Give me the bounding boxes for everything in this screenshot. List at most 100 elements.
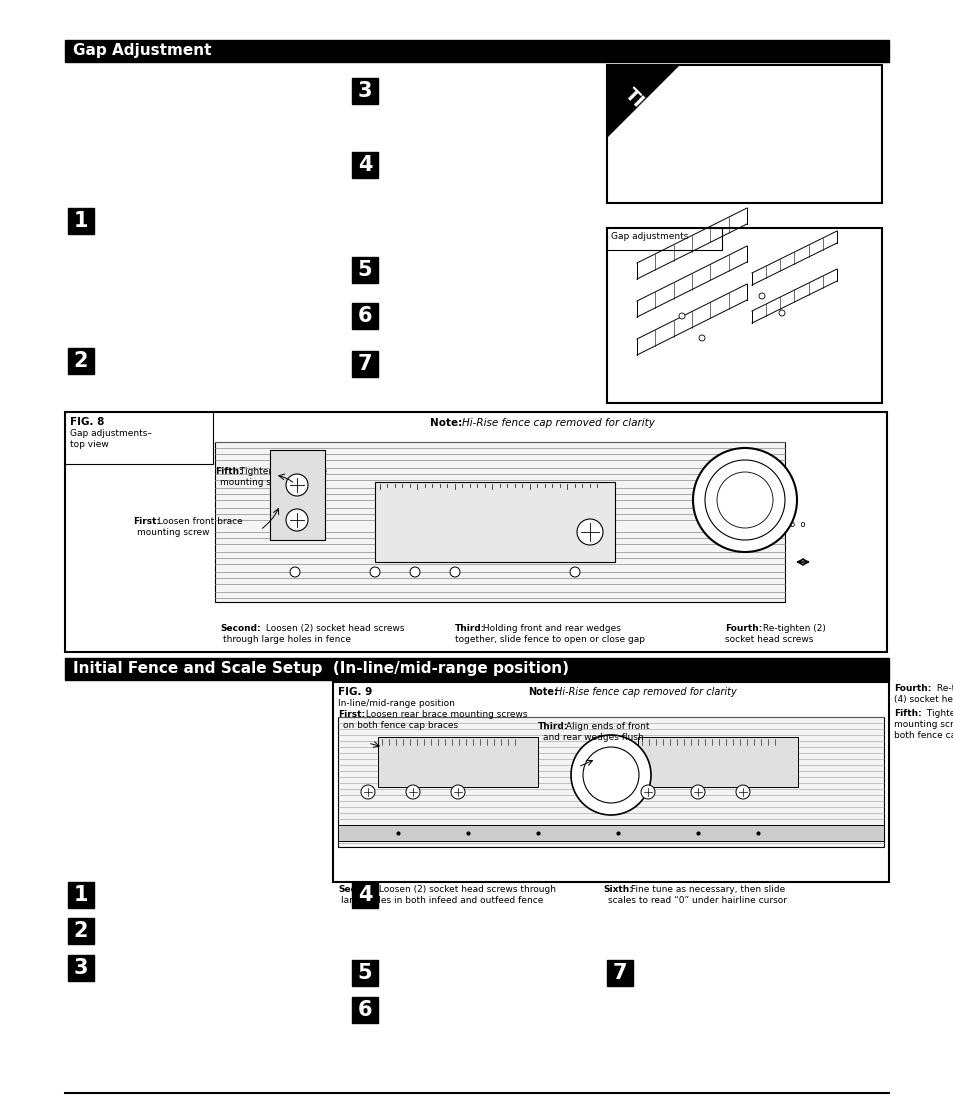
Text: mounting screws on: mounting screws on xyxy=(893,720,953,729)
Circle shape xyxy=(759,293,764,299)
Text: Sixth:: Sixth: xyxy=(602,885,632,894)
Text: Hi-Rise fence cap removed for clarity: Hi-Rise fence cap removed for clarity xyxy=(461,418,654,428)
Text: 2: 2 xyxy=(73,351,89,371)
Text: 4: 4 xyxy=(357,885,372,905)
Bar xyxy=(606,228,882,403)
Circle shape xyxy=(704,460,784,539)
Text: Tighten front brace: Tighten front brace xyxy=(236,467,327,476)
Bar xyxy=(68,208,94,234)
Text: (4) socket head screws: (4) socket head screws xyxy=(893,695,953,704)
Bar xyxy=(352,997,377,1023)
Bar xyxy=(214,442,784,602)
Bar xyxy=(352,258,377,283)
Circle shape xyxy=(582,747,639,803)
Bar xyxy=(352,960,377,986)
Text: Note:: Note: xyxy=(527,687,558,697)
Text: 3: 3 xyxy=(73,958,89,978)
Text: 2: 2 xyxy=(73,921,89,941)
Text: First:: First: xyxy=(132,517,160,526)
Text: Note:: Note: xyxy=(430,418,462,428)
Bar xyxy=(352,78,377,104)
Circle shape xyxy=(410,567,419,577)
Text: Holding front and rear wedges: Holding front and rear wedges xyxy=(479,624,620,633)
Circle shape xyxy=(571,735,650,815)
Text: First:: First: xyxy=(337,710,365,719)
Bar xyxy=(333,682,888,882)
Text: Loosen rear brace mounting screws: Loosen rear brace mounting screws xyxy=(363,710,527,719)
Circle shape xyxy=(692,448,796,552)
Bar xyxy=(606,960,633,986)
Bar xyxy=(606,65,882,203)
Bar xyxy=(375,482,615,562)
Bar xyxy=(638,737,797,787)
Bar xyxy=(270,450,325,539)
Text: Third:: Third: xyxy=(455,624,485,633)
Text: 1: 1 xyxy=(73,211,89,231)
Text: socket head screws: socket head screws xyxy=(724,635,813,644)
Bar xyxy=(606,228,721,250)
Bar xyxy=(352,303,377,329)
Text: Fine tune as necessary, then slide: Fine tune as necessary, then slide xyxy=(627,885,784,894)
Bar xyxy=(352,882,377,908)
Text: 7: 7 xyxy=(357,354,372,374)
Text: large holes in both infeed and outfeed fence: large holes in both infeed and outfeed f… xyxy=(340,896,543,905)
Text: through large holes in fence: through large holes in fence xyxy=(223,635,351,644)
Bar xyxy=(68,955,94,981)
Circle shape xyxy=(569,567,579,577)
Text: Loosen (2) socket head screws: Loosen (2) socket head screws xyxy=(263,624,404,633)
Bar xyxy=(337,717,883,847)
Text: TIP: TIP xyxy=(620,85,656,121)
Bar xyxy=(65,40,888,62)
Text: Re-tighten all: Re-tighten all xyxy=(933,684,953,693)
Text: 6: 6 xyxy=(357,1000,372,1020)
Text: Fifth:: Fifth: xyxy=(893,709,921,718)
Circle shape xyxy=(679,313,684,319)
Bar xyxy=(65,658,888,680)
Text: o  o: o o xyxy=(789,519,804,529)
Bar xyxy=(377,737,537,787)
Text: In-line/mid-range position: In-line/mid-range position xyxy=(337,699,455,708)
Text: Initial Fence and Scale Setup  (In-line/mid-range position): Initial Fence and Scale Setup (In-line/m… xyxy=(73,662,568,676)
Circle shape xyxy=(286,474,308,496)
Bar xyxy=(352,351,377,377)
Text: Gap Adjustment: Gap Adjustment xyxy=(73,43,212,59)
Text: 7: 7 xyxy=(612,963,626,983)
Text: mounting screw: mounting screw xyxy=(220,478,293,487)
Text: Third:: Third: xyxy=(537,722,568,731)
Text: Hi-Rise fence cap removed for clarity: Hi-Rise fence cap removed for clarity xyxy=(555,687,736,697)
Text: 5: 5 xyxy=(357,963,372,983)
Polygon shape xyxy=(606,65,679,137)
Text: together, slide fence to open or close gap: together, slide fence to open or close g… xyxy=(455,635,644,644)
Text: Fourth:: Fourth: xyxy=(724,624,761,633)
Circle shape xyxy=(290,567,299,577)
Text: Second:: Second: xyxy=(220,624,260,633)
Circle shape xyxy=(735,785,749,799)
Text: FIG. 8: FIG. 8 xyxy=(70,417,104,427)
Text: 4: 4 xyxy=(357,155,372,175)
Bar xyxy=(68,349,94,374)
Circle shape xyxy=(717,472,772,528)
Circle shape xyxy=(699,335,704,341)
Circle shape xyxy=(779,310,784,316)
Bar xyxy=(65,412,886,652)
Text: 6: 6 xyxy=(357,306,372,326)
Circle shape xyxy=(640,785,655,799)
Text: Fourth:: Fourth: xyxy=(893,684,930,693)
Circle shape xyxy=(406,785,419,799)
Text: Loosen front brace: Loosen front brace xyxy=(154,517,242,526)
Text: Loosen (2) socket head screws through: Loosen (2) socket head screws through xyxy=(375,885,556,894)
Circle shape xyxy=(577,519,602,545)
Text: scales to read “0” under hairline cursor: scales to read “0” under hairline cursor xyxy=(607,896,786,905)
Text: Tighten rear: Tighten rear xyxy=(923,709,953,718)
Bar xyxy=(68,882,94,908)
Text: Second:: Second: xyxy=(337,885,378,894)
Text: FIG. 9: FIG. 9 xyxy=(337,687,372,697)
Bar xyxy=(68,918,94,943)
Text: on both fence cap braces: on both fence cap braces xyxy=(343,722,457,730)
Text: and rear wedges flush: and rear wedges flush xyxy=(542,733,643,741)
Bar xyxy=(337,825,883,841)
Circle shape xyxy=(360,785,375,799)
Text: 1: 1 xyxy=(73,885,89,905)
Text: Re-tighten (2): Re-tighten (2) xyxy=(760,624,825,633)
Text: both fence cap braces: both fence cap braces xyxy=(893,731,953,740)
